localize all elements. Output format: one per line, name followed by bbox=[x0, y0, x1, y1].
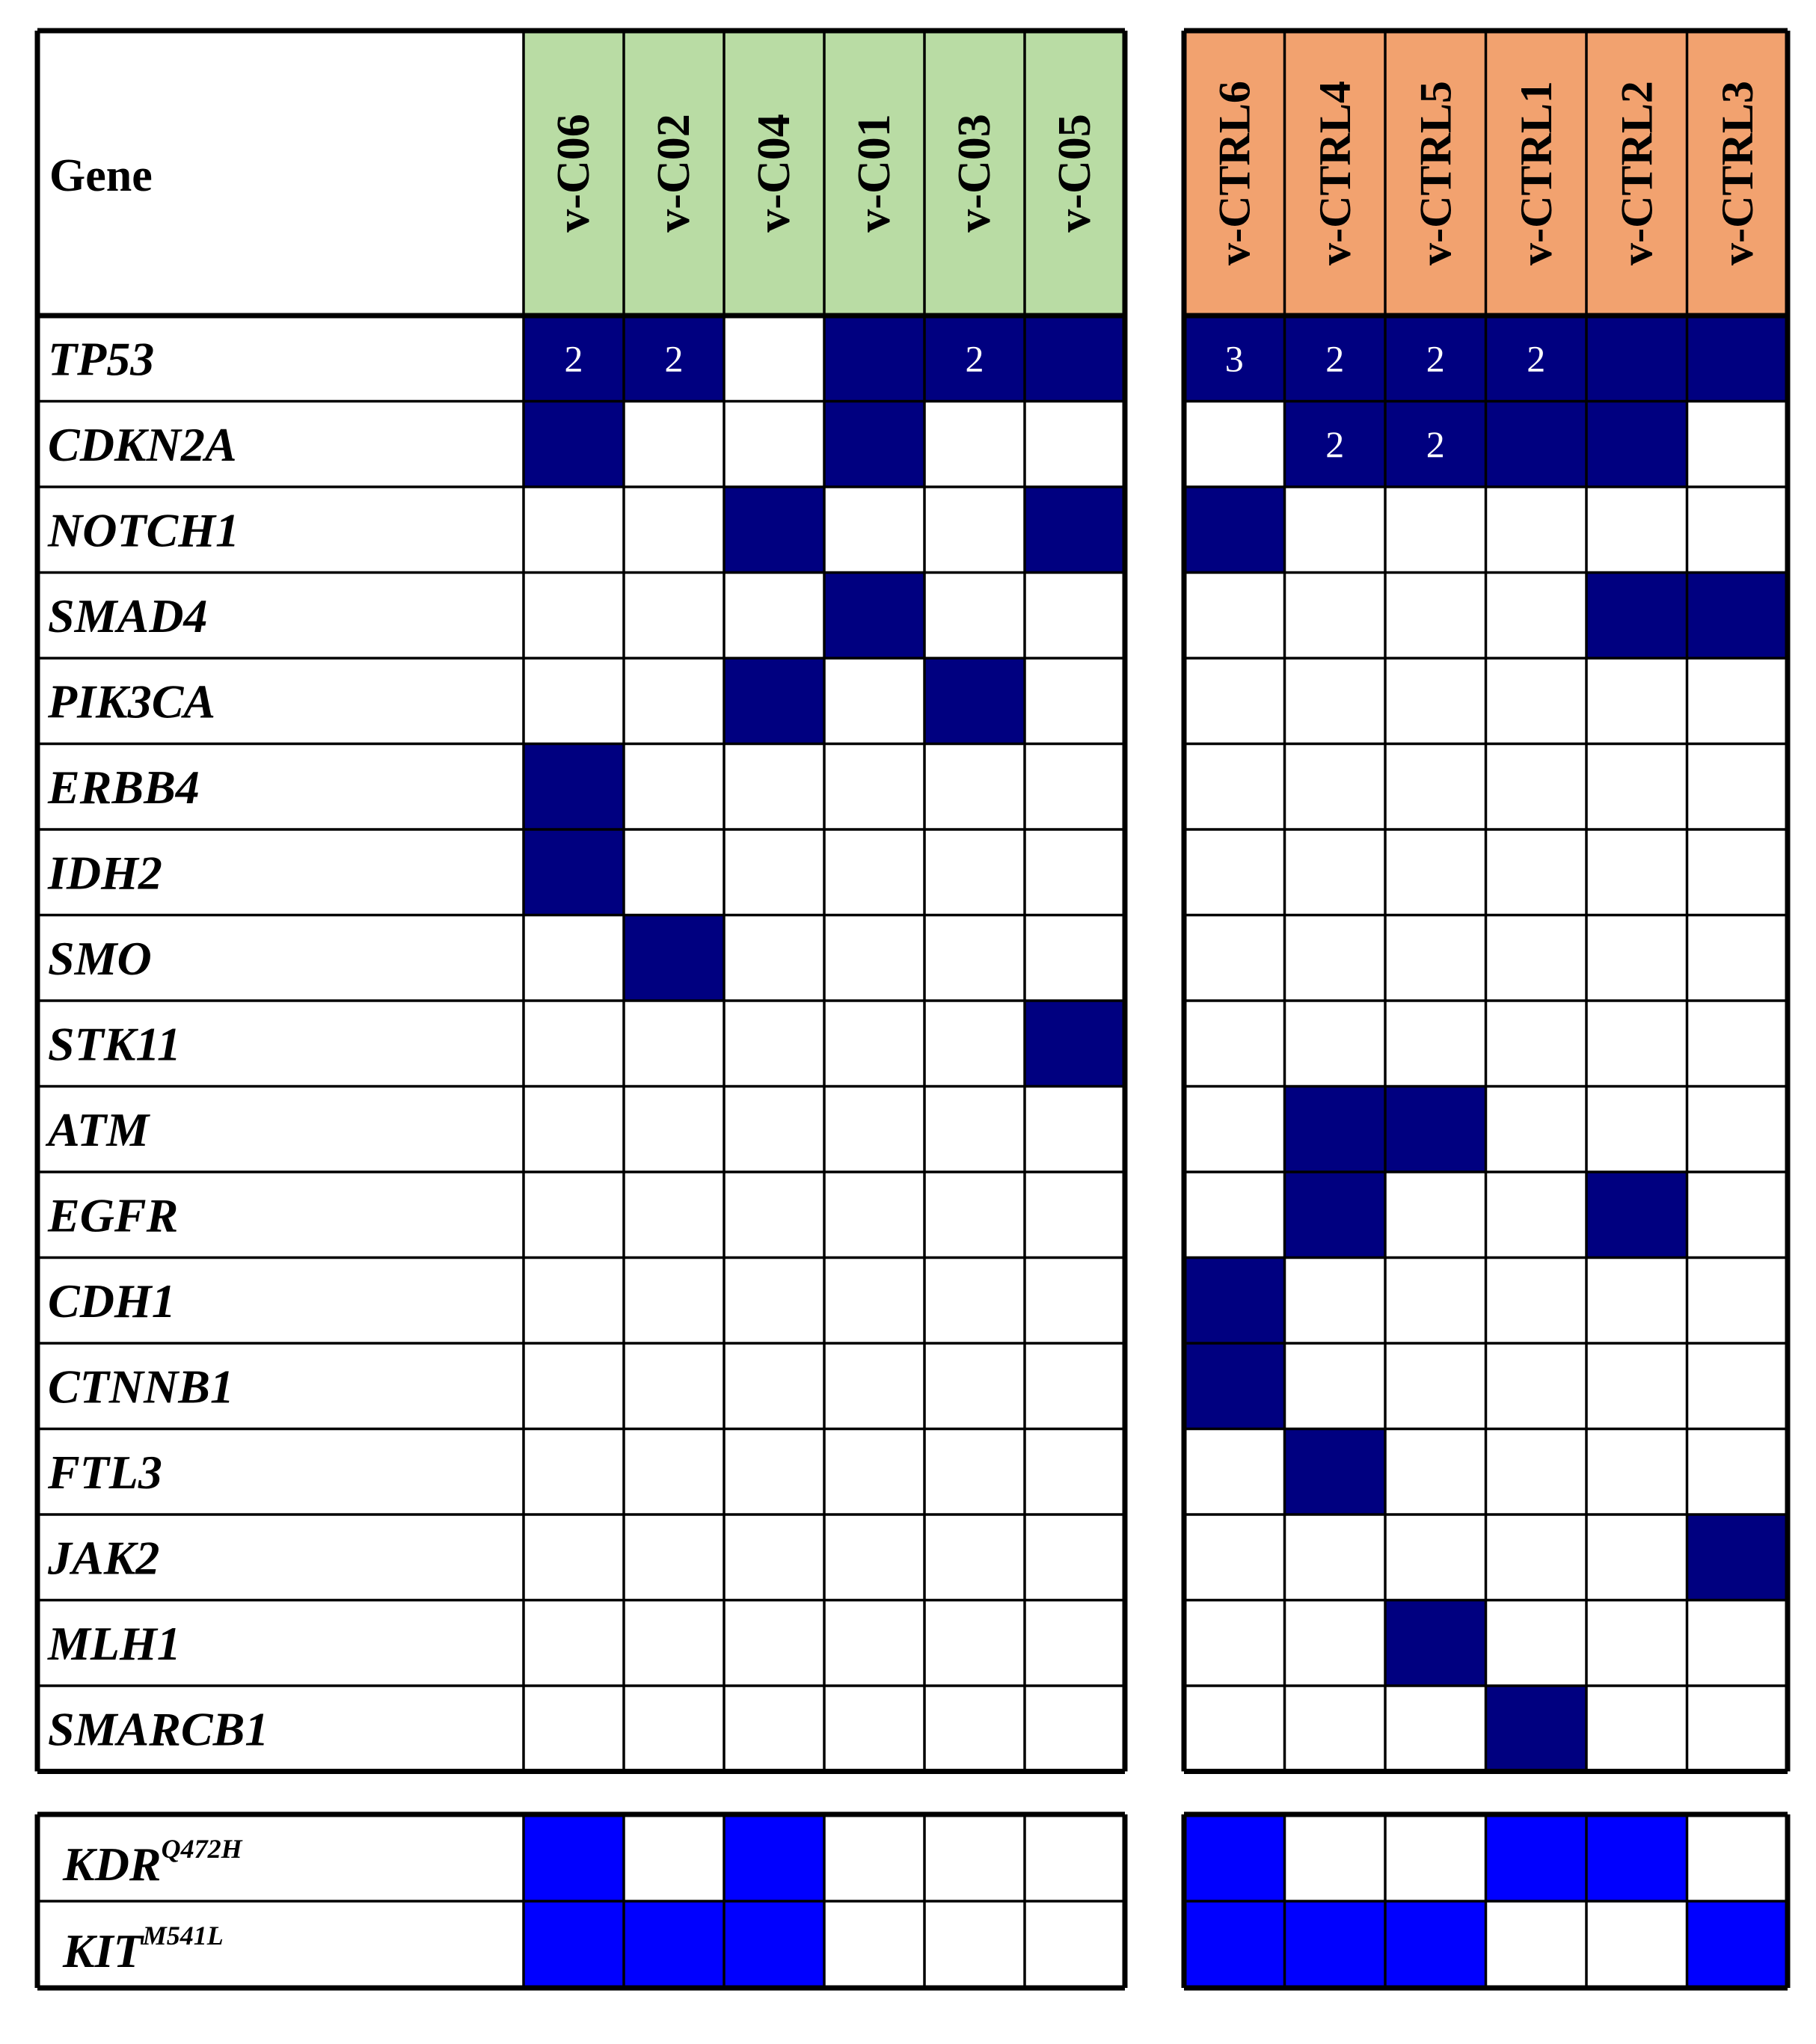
gene-label: STK11 bbox=[48, 1017, 181, 1070]
heatmap-cell bbox=[524, 829, 624, 915]
mutation-count-label: 2 bbox=[1426, 337, 1445, 379]
variant-cell bbox=[624, 1901, 724, 1988]
mutation-count-label: 2 bbox=[565, 337, 583, 379]
gene-label: TP53 bbox=[48, 332, 154, 385]
heatmap-cell bbox=[1284, 1428, 1385, 1514]
heatmap-cell bbox=[1184, 1257, 1285, 1343]
heatmap-cell bbox=[1284, 316, 1385, 402]
sample-header-treated: v-C05 bbox=[1049, 114, 1100, 232]
mutation-count-label: 2 bbox=[1426, 423, 1445, 465]
heatmap-cell bbox=[924, 316, 1025, 402]
mutation-count-label: 2 bbox=[1325, 423, 1344, 465]
variant-cell bbox=[724, 1814, 824, 1901]
variant-cell bbox=[1284, 1901, 1385, 1988]
gene-label: ERBB4 bbox=[47, 761, 200, 814]
gene-column-header: Gene bbox=[49, 150, 153, 201]
gene-label: SMO bbox=[48, 932, 152, 985]
heatmap-cell bbox=[824, 316, 924, 402]
heatmap-cell bbox=[524, 316, 624, 402]
heatmap-cell bbox=[1687, 1514, 1788, 1600]
heatmap-cell bbox=[824, 572, 924, 658]
gene-label: JAK2 bbox=[47, 1531, 159, 1584]
heatmap-cell bbox=[1687, 316, 1788, 402]
gene-label: CDH1 bbox=[48, 1274, 176, 1328]
heatmap-cell bbox=[524, 743, 624, 829]
variant-cell bbox=[1586, 1814, 1687, 1901]
sample-header-control: v-CTRL3 bbox=[1713, 81, 1762, 266]
variant-cell bbox=[724, 1901, 824, 1988]
gene-label: SMARCB1 bbox=[48, 1702, 269, 1755]
heatmap-cell bbox=[1586, 1172, 1687, 1258]
heatmap-cell bbox=[724, 658, 824, 744]
heatmap-cell bbox=[1184, 316, 1285, 402]
cell-fills bbox=[524, 31, 1788, 1988]
heatmap-cell bbox=[1385, 1086, 1486, 1172]
variant-cell bbox=[1184, 1901, 1285, 1988]
heatmap-cell bbox=[1284, 1172, 1385, 1258]
gene-label: ATM bbox=[45, 1103, 150, 1156]
variant-label: KDRQ472H bbox=[62, 1834, 243, 1891]
variant-cell bbox=[1687, 1901, 1788, 1988]
sample-header-treated: v-C01 bbox=[849, 114, 900, 232]
mutation-count-label: 3 bbox=[1225, 337, 1244, 379]
gene-label: PIK3CA bbox=[47, 675, 215, 728]
gene-label: NOTCH1 bbox=[47, 503, 239, 556]
gene-label: EGFR bbox=[47, 1188, 178, 1242]
heatmap-cell bbox=[1385, 401, 1486, 487]
heatmap-cell bbox=[824, 401, 924, 487]
heatmap-cell bbox=[1485, 401, 1586, 487]
heatmap-cell bbox=[1184, 1343, 1285, 1429]
heatmap-cell bbox=[1025, 487, 1125, 573]
heatmap-cell bbox=[624, 316, 724, 402]
sample-header-control: v-CTRL4 bbox=[1310, 81, 1360, 266]
heatmap-cell bbox=[1284, 401, 1385, 487]
heatmap-cell bbox=[1025, 316, 1125, 402]
variant-cell bbox=[524, 1814, 624, 1901]
heatmap-cell bbox=[1385, 316, 1486, 402]
sample-header-control: v-CTRL5 bbox=[1411, 81, 1460, 266]
heatmap-cell bbox=[1687, 572, 1788, 658]
heatmap-cell bbox=[1485, 1686, 1586, 1772]
heatmap-cell bbox=[1284, 1086, 1385, 1172]
labels: 2 2 2 3 2 2 2 2 2 Gene v-C06 v-C02 v-C04 v-C01 v-C03 v-… bbox=[45, 81, 1762, 1977]
sample-header-treated: v-C02 bbox=[648, 114, 699, 232]
gene-label: CTNNB1 bbox=[48, 1360, 234, 1413]
heatmap-cell bbox=[1485, 316, 1586, 402]
sample-header-treated: v-C03 bbox=[949, 114, 1000, 232]
mutation-count-label: 2 bbox=[966, 337, 984, 379]
heatmap-cell bbox=[1586, 401, 1687, 487]
sample-header-treated: v-C06 bbox=[548, 114, 599, 232]
mutation-count-label: 2 bbox=[665, 337, 684, 379]
heatmap-cell bbox=[624, 915, 724, 1001]
gene-label: SMAD4 bbox=[48, 589, 207, 642]
heatmap-cell bbox=[1586, 316, 1687, 402]
sample-header-control: v-CTRL6 bbox=[1209, 81, 1259, 266]
heatmap-cell bbox=[1025, 1001, 1125, 1087]
heatmap-cell bbox=[1586, 572, 1687, 658]
variant-cell bbox=[524, 1901, 624, 1988]
sample-header-control: v-CTRL1 bbox=[1512, 81, 1561, 266]
sample-header-control: v-CTRL2 bbox=[1612, 81, 1661, 266]
gene-label: MLH1 bbox=[47, 1617, 181, 1670]
grid-lines bbox=[34, 28, 1791, 1991]
sample-header-treated: v-C04 bbox=[749, 114, 800, 232]
heatmap-cell bbox=[1385, 1600, 1486, 1686]
variant-cell bbox=[1184, 1814, 1285, 1901]
gene-label: FTL3 bbox=[47, 1446, 162, 1499]
gene-label: CDKN2A bbox=[48, 418, 237, 471]
mutation-count-label: 2 bbox=[1325, 337, 1344, 379]
gene-label: IDH2 bbox=[47, 846, 162, 899]
heatmap-cell bbox=[924, 658, 1025, 744]
heatmap-cell bbox=[724, 487, 824, 573]
variant-cell bbox=[1485, 1814, 1586, 1901]
heatmap-cell bbox=[524, 401, 624, 487]
variant-label: KITM541L bbox=[62, 1921, 224, 1977]
heatmap-cell bbox=[1184, 487, 1285, 573]
variant-cell bbox=[1385, 1901, 1486, 1988]
mutation-count-label: 2 bbox=[1527, 337, 1545, 379]
